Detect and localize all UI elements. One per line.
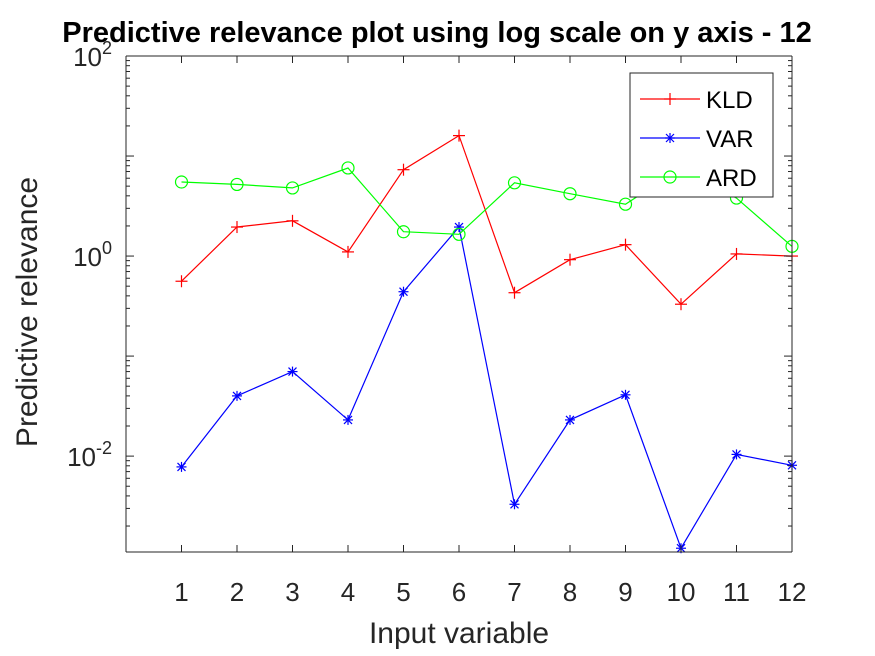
- data-point-ard: [618, 197, 633, 211]
- legend-label-var: VAR: [706, 126, 754, 153]
- x-tick-label: 11: [723, 577, 750, 607]
- series-line-kld: [181, 134, 793, 306]
- data-point-var: [176, 461, 187, 472]
- data-point-ard: [396, 225, 411, 239]
- x-tick-label: 2: [230, 577, 244, 607]
- marker-circle: [285, 181, 300, 195]
- series-kld: [175, 129, 798, 311]
- data-point-kld: [286, 214, 299, 227]
- legend-label-kld: KLD: [706, 87, 753, 114]
- x-tick-label: 4: [341, 577, 355, 607]
- marker-circle: [663, 170, 677, 184]
- legend-marker-kld: [664, 93, 676, 105]
- marker-stroke: [177, 462, 186, 472]
- axes: [125, 55, 793, 553]
- marker-stroke: [343, 415, 353, 425]
- chart-title: Predictive relevance plot using log scal…: [62, 17, 811, 49]
- x-tick-label: 6: [452, 577, 466, 607]
- x-tick-label: 8: [563, 577, 577, 607]
- marker-stroke: [399, 287, 408, 297]
- data-point-kld: [619, 238, 632, 251]
- data-point-var: [620, 389, 631, 400]
- x-tick-label: 3: [285, 577, 299, 607]
- marker-circle: [507, 176, 522, 190]
- data-point-var: [565, 414, 575, 425]
- marker-circle: [563, 187, 577, 201]
- data-point-kld: [342, 245, 354, 258]
- data-point-ard: [174, 175, 189, 189]
- marker-circle: [396, 225, 411, 239]
- x-tick-label: 10: [667, 577, 696, 607]
- legend-marker-var: [665, 133, 675, 143]
- data-point-ard: [285, 181, 300, 195]
- marker-circle: [230, 177, 244, 192]
- data-point-var: [731, 449, 742, 460]
- series-line-var: [181, 225, 793, 550]
- data-point-var: [398, 286, 409, 297]
- data-point-kld: [508, 286, 521, 299]
- marker-stroke: [510, 499, 519, 509]
- x-tick-label: 7: [507, 577, 521, 607]
- marker-stroke: [454, 222, 464, 232]
- data-point-var: [287, 366, 298, 377]
- x-tick-label: 9: [618, 577, 632, 607]
- data-point-kld: [675, 298, 687, 311]
- data-point-var: [454, 222, 464, 233]
- data-point-ard: [507, 176, 522, 190]
- data-point-var: [343, 414, 353, 425]
- x-axis-label: Input variable: [369, 617, 549, 650]
- y-tick-label: 100: [73, 238, 112, 272]
- marker-circle: [174, 175, 189, 189]
- marker-circle: [618, 197, 633, 211]
- y-tick-label: 10-2: [67, 438, 112, 472]
- data-point-kld: [564, 253, 576, 266]
- marker-stroke: [232, 391, 242, 401]
- marker-circle: [341, 161, 355, 175]
- marker-stroke: [732, 449, 741, 459]
- data-point-var: [509, 499, 520, 510]
- data-point-kld: [730, 247, 743, 260]
- data-point-kld: [231, 221, 243, 234]
- marker-stroke: [288, 367, 297, 377]
- data-point-var: [232, 390, 242, 401]
- data-point-ard: [230, 177, 244, 192]
- data-point-ard: [341, 161, 355, 175]
- data-point-ard: [563, 187, 577, 201]
- marker-stroke: [621, 390, 630, 400]
- x-tick-label: 1: [174, 577, 188, 607]
- x-tick-label: 12: [778, 577, 807, 607]
- data-point-kld: [453, 129, 465, 142]
- marker-stroke: [565, 415, 575, 425]
- legend-label-ard: ARD: [706, 165, 757, 192]
- data-point-kld: [397, 163, 410, 176]
- marker-stroke: [665, 133, 675, 143]
- legend-box: [629, 72, 774, 198]
- y-tick-label: 102: [73, 38, 112, 72]
- y-axis-label: Predictive relevance: [11, 177, 44, 447]
- legend-marker-ard: [663, 170, 677, 184]
- x-tick-label: 5: [396, 577, 410, 607]
- marker-circle: [452, 227, 466, 241]
- data-point-kld: [175, 275, 188, 288]
- legend: KLD VAR ARD: [629, 72, 774, 198]
- data-point-ard: [452, 227, 466, 241]
